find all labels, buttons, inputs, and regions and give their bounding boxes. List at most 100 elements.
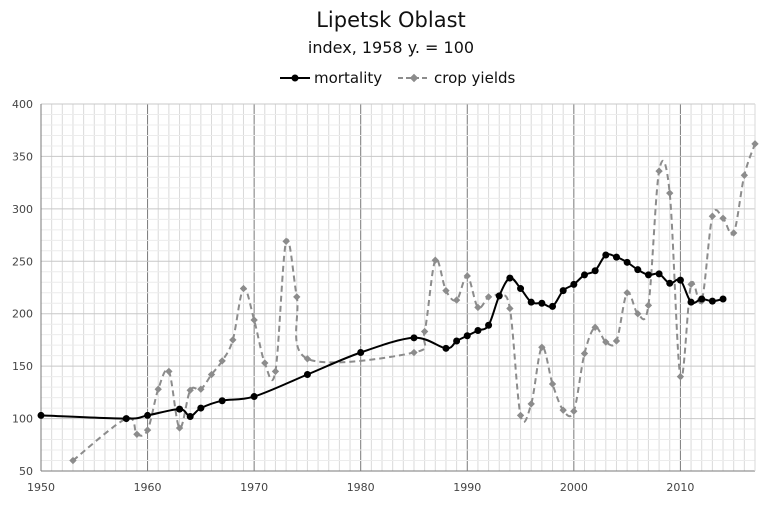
- data-point-crop-yields: [431, 256, 439, 264]
- data-point-crop-yields: [186, 386, 194, 394]
- data-point-crop-yields: [207, 370, 216, 379]
- data-point-crop-yields: [197, 385, 205, 393]
- data-point-crop-yields: [634, 310, 642, 318]
- data-point-mortality: [570, 280, 578, 288]
- data-point-mortality: [634, 266, 642, 274]
- series-layer: [37, 140, 759, 465]
- data-point-crop-yields: [154, 385, 162, 393]
- data-point-mortality: [623, 258, 631, 266]
- data-point-mortality: [186, 412, 194, 420]
- data-point-crop-yields: [666, 189, 674, 197]
- data-point-crop-yields: [602, 338, 610, 346]
- y-tick-label: 50: [19, 465, 33, 478]
- data-point-mortality: [442, 344, 450, 352]
- data-point-mortality: [517, 285, 525, 293]
- data-point-mortality: [463, 332, 471, 340]
- data-point-mortality: [357, 349, 365, 357]
- data-point-crop-yields: [293, 293, 301, 301]
- data-point-mortality: [37, 411, 45, 419]
- data-point-mortality: [591, 267, 599, 275]
- data-point-mortality: [602, 251, 610, 259]
- data-point-crop-yields: [644, 301, 653, 310]
- data-point-crop-yields: [623, 289, 631, 297]
- legend-label-mortality: mortality: [314, 69, 382, 87]
- chart-subtitle: index, 1958 y. = 100: [308, 38, 474, 57]
- data-point-mortality: [453, 337, 461, 345]
- y-tick-label: 250: [12, 255, 33, 268]
- y-tick-label: 100: [12, 413, 33, 426]
- legend: mortality crop yields: [280, 69, 516, 87]
- legend-marker-mortality: [291, 74, 299, 82]
- data-point-crop-yields: [239, 284, 248, 293]
- x-tick-label: 1980: [347, 481, 375, 494]
- gridlines: [41, 103, 756, 472]
- data-point-mortality: [612, 253, 620, 261]
- data-point-mortality: [698, 295, 706, 303]
- data-point-crop-yields: [655, 167, 663, 175]
- data-point-mortality: [559, 287, 567, 295]
- data-point-mortality: [485, 321, 493, 329]
- data-point-crop-yields: [506, 304, 514, 313]
- data-point-mortality: [197, 404, 205, 412]
- data-point-mortality: [719, 295, 727, 303]
- y-tick-label: 200: [12, 308, 33, 321]
- data-point-crop-yields: [165, 367, 173, 376]
- data-point-crop-yields: [420, 327, 429, 336]
- tick-labels: 50 100 150 200 250 300 350 400 1950 1960 1970 1980 1…: [12, 98, 694, 494]
- data-point-crop-yields: [740, 171, 749, 179]
- x-tick-label: 1970: [240, 481, 268, 494]
- data-point-crop-yields: [452, 296, 461, 304]
- data-point-crop-yields: [676, 372, 685, 381]
- x-tick-label: 2000: [560, 481, 588, 494]
- data-point-crop-yields: [410, 348, 418, 357]
- data-point-crop-yields: [516, 411, 525, 420]
- data-point-crop-yields: [463, 272, 471, 280]
- data-point-crop-yields: [484, 293, 493, 301]
- data-point-mortality: [410, 334, 418, 342]
- data-point-mortality: [538, 299, 546, 307]
- data-point-crop-yields: [548, 380, 557, 388]
- y-tick-label: 150: [12, 360, 33, 373]
- x-tick-label: 1960: [134, 481, 162, 494]
- data-point-crop-yields: [474, 303, 482, 312]
- x-tick-label: 2010: [666, 481, 694, 494]
- data-point-mortality: [666, 279, 674, 287]
- data-point-crop-yields: [282, 237, 290, 246]
- data-point-crop-yields: [303, 355, 312, 363]
- data-point-crop-yields: [261, 359, 269, 367]
- x-tick-label: 1990: [453, 481, 481, 494]
- data-point-mortality: [144, 411, 152, 419]
- data-point-crop-yields: [229, 336, 237, 344]
- data-point-mortality: [527, 298, 535, 306]
- data-point-crop-yields: [442, 286, 450, 295]
- data-point-crop-yields: [69, 456, 77, 465]
- data-point-mortality: [122, 415, 130, 423]
- data-point-mortality: [250, 393, 258, 401]
- data-point-crop-yields: [591, 323, 599, 332]
- legend-marker-crop-yields: [409, 73, 419, 83]
- axes: [40, 104, 756, 472]
- y-tick-label: 300: [12, 203, 33, 216]
- data-point-crop-yields: [612, 337, 621, 345]
- data-point-mortality: [474, 326, 482, 334]
- data-point-mortality: [506, 274, 514, 282]
- data-point-mortality: [495, 292, 503, 300]
- data-point-crop-yields: [570, 407, 578, 415]
- data-point-crop-yields: [687, 280, 695, 289]
- data-point-crop-yields: [143, 426, 152, 434]
- data-point-mortality: [580, 271, 588, 279]
- data-point-crop-yields: [559, 406, 567, 414]
- data-point-mortality: [644, 271, 652, 279]
- data-point-crop-yields: [538, 343, 546, 351]
- data-point-crop-yields: [708, 212, 717, 220]
- y-tick-label: 400: [12, 98, 33, 111]
- data-point-crop-yields: [580, 349, 589, 358]
- data-point-mortality: [687, 298, 695, 306]
- y-tick-label: 350: [12, 150, 33, 163]
- chart-title: Lipetsk Oblast: [316, 8, 466, 32]
- legend-label-crop-yields: crop yields: [434, 69, 516, 87]
- x-tick-label: 1950: [27, 481, 55, 494]
- data-point-mortality: [303, 371, 311, 379]
